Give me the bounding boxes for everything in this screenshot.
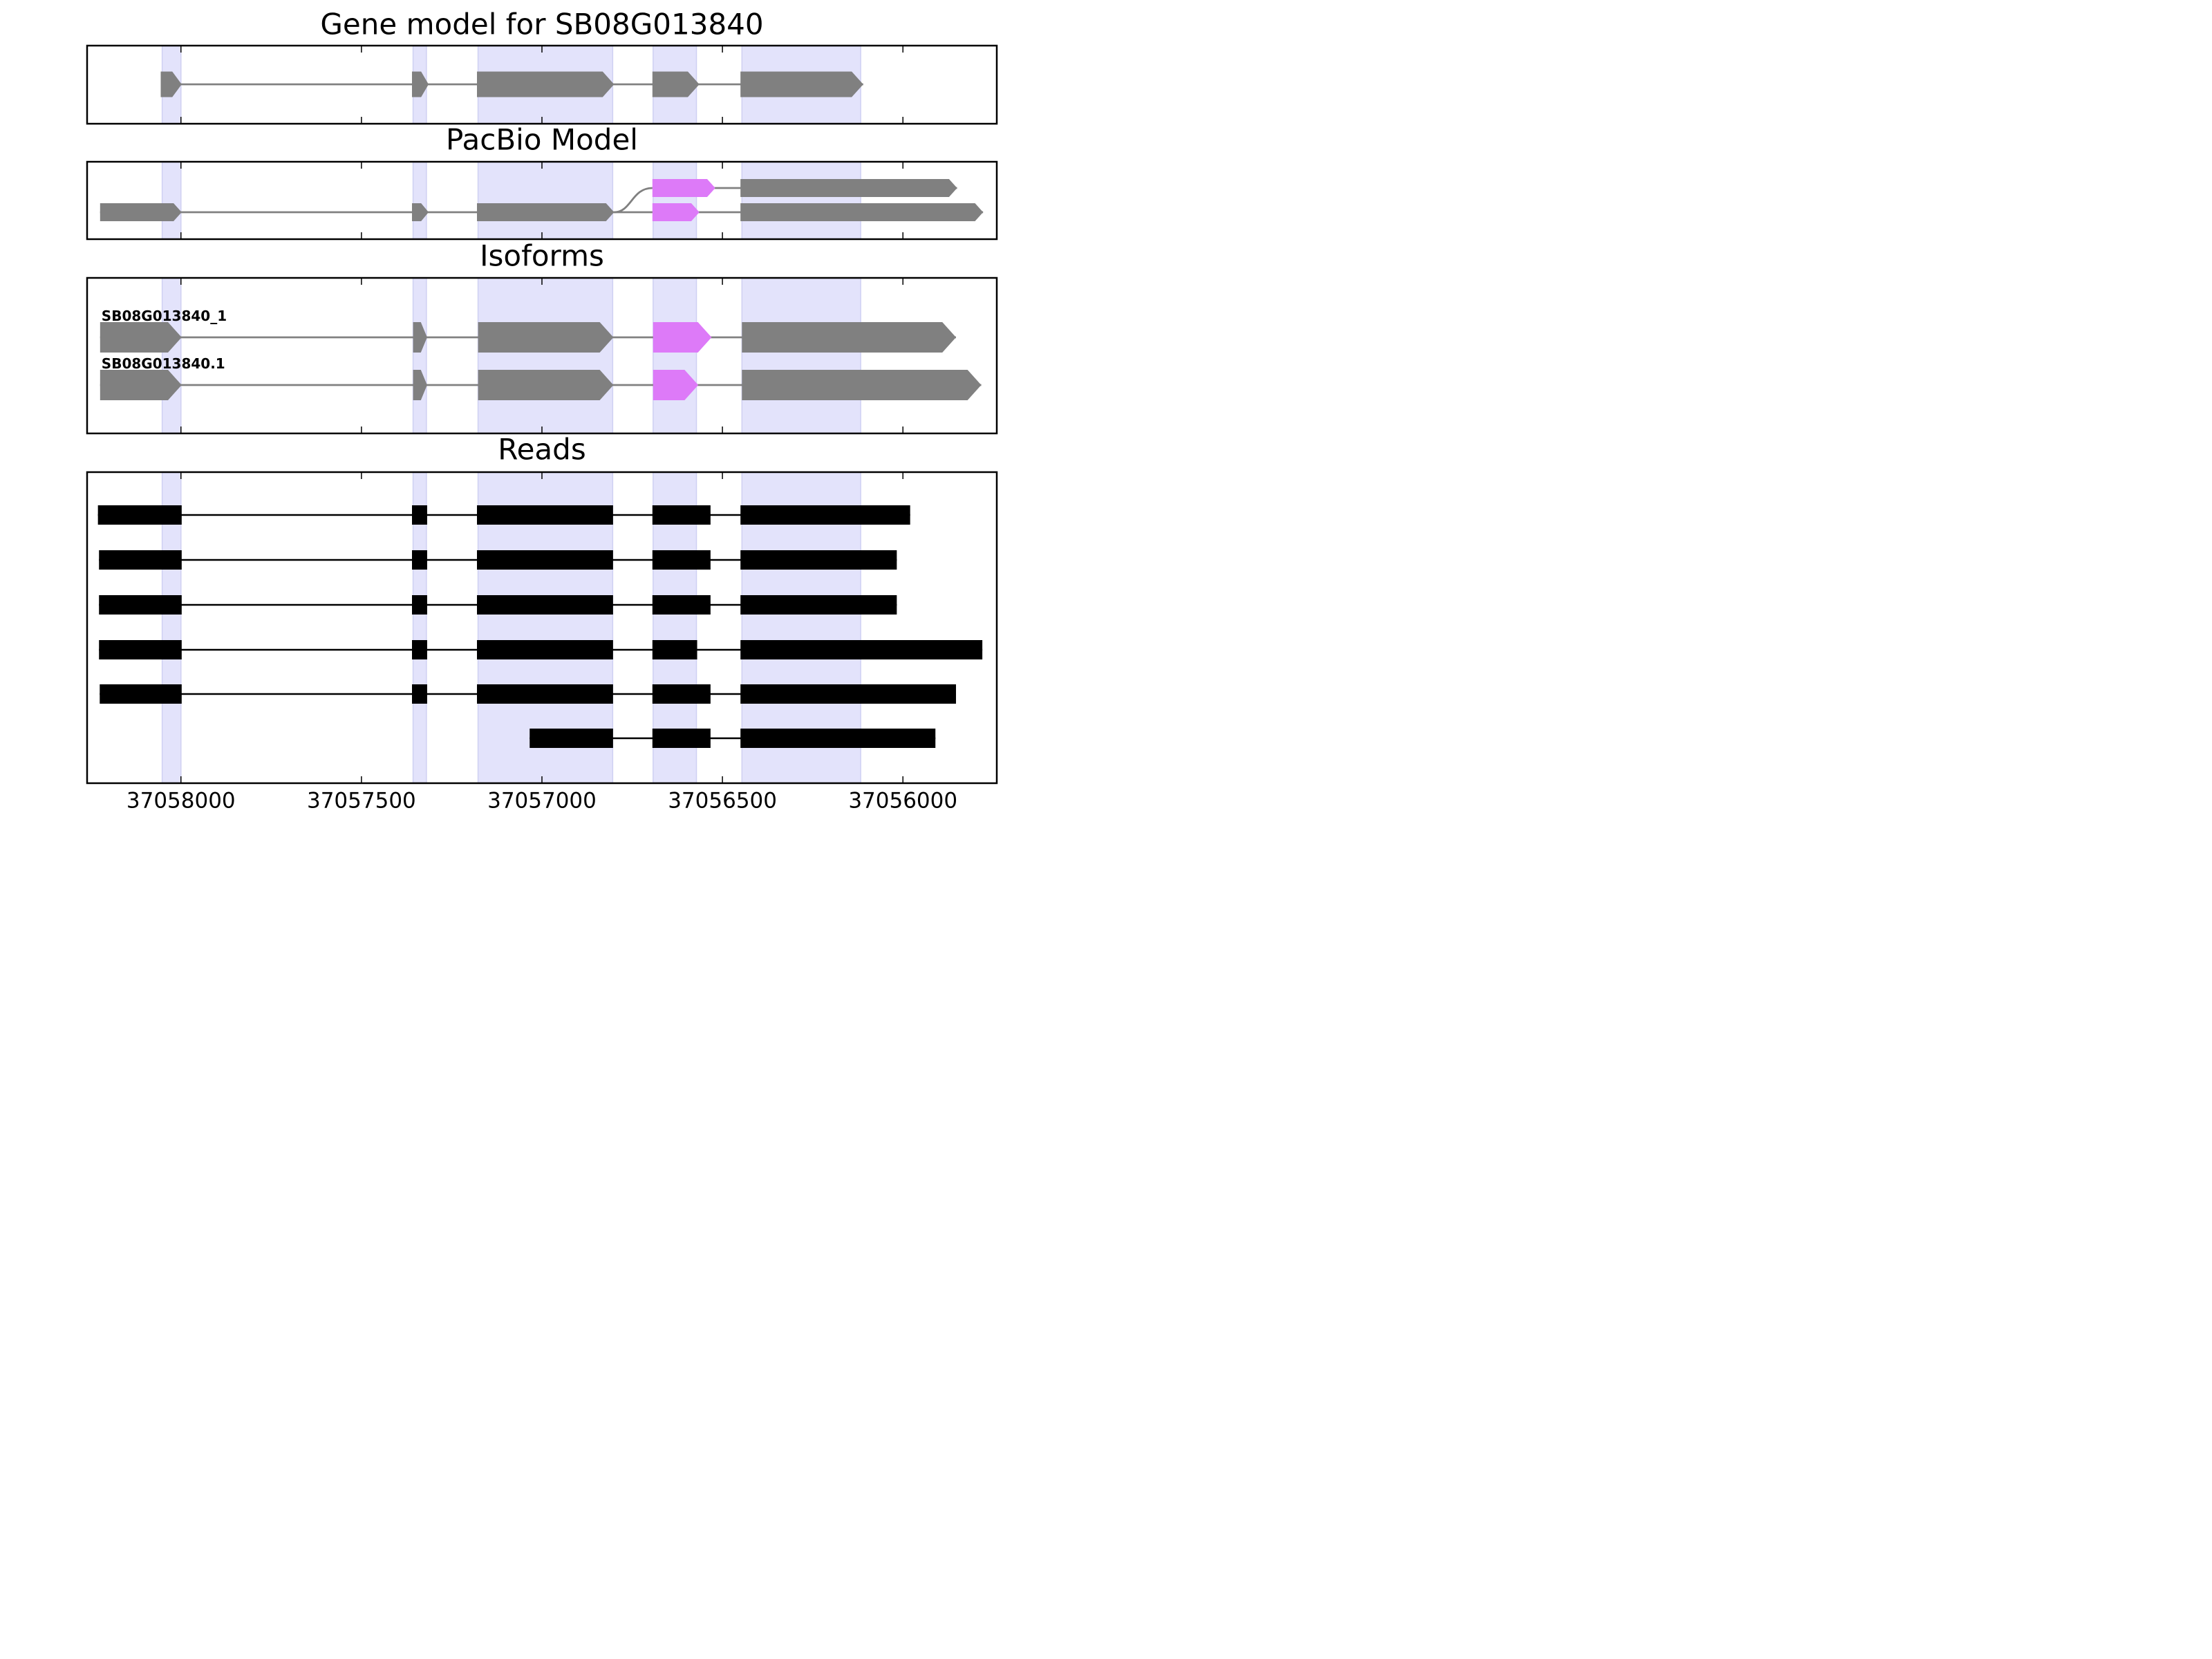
gene-structure-figure: Gene model for SB08G013840 PacBio Model Is… [86,8,998,814]
splice-branch-line [614,187,653,214]
read-block [99,595,182,615]
highlight-band [653,277,697,434]
exon [740,203,984,221]
read-block [97,505,182,525]
exon [413,370,427,400]
exon [413,322,427,353]
read-block [740,684,956,704]
exon [742,370,982,400]
isoform-label: SB08G013840.1 [102,355,225,372]
exon [100,322,182,353]
read-block [412,505,427,525]
exon [412,203,429,221]
highlight-band [412,161,427,240]
read-block [529,729,613,748]
alternative-exon [652,179,715,197]
read-block [99,550,182,570]
read-block [477,640,613,659]
alternative-exon [653,370,699,400]
alternative-exon [653,322,712,353]
read-block [652,729,711,748]
panel-title: Gene model for SB08G013840 [320,8,763,41]
x-tick-label: 37056500 [668,789,777,814]
panel-isoforms: Isoforms SB08G013840_1 SB08G013840.1 [86,239,998,435]
read-track [97,505,910,525]
read-block [652,505,711,525]
read-block [740,550,897,570]
read-block [652,640,697,659]
exon [100,370,182,400]
highlight-band [161,161,182,240]
read-block [412,684,427,704]
exon [478,322,614,353]
read-block [99,640,182,659]
read-track [99,550,897,570]
highlight-band [741,161,861,240]
panel-title: Reads [498,433,585,467]
read-block [740,729,936,748]
isoform-label: SB08G013840_1 [102,308,227,324]
highlight-band [477,161,614,240]
read-block [477,595,613,615]
read-block [477,505,613,525]
highlight-band [412,277,427,434]
read-block [740,505,910,525]
highlight-band [477,277,614,434]
read-track [529,729,936,748]
exon [742,322,956,353]
read-block [652,595,711,615]
highlight-band [161,277,182,434]
read-block [477,684,613,704]
transcript-track [100,203,984,221]
panel-reads: Reads [86,433,998,785]
read-block [412,550,427,570]
exon [478,370,614,400]
read-track [99,640,983,659]
alternative-exon [652,203,700,221]
read-block [740,640,983,659]
x-tick-label: 37056000 [848,789,957,814]
panel-pacbio-model: PacBio Model [86,123,998,241]
panel-gene-model: Gene model for SB08G013840 [86,8,998,125]
panel-title: PacBio Model [446,123,638,157]
exon [160,71,182,97]
read-track [99,595,897,615]
read-block [652,684,711,704]
panel-title: Isoforms [480,239,604,273]
read-track [100,684,956,704]
exon [477,203,615,221]
exon [412,71,429,97]
exon [477,71,615,97]
exon [740,71,863,97]
exon [652,71,700,97]
exon [740,179,957,197]
read-block [412,595,427,615]
highlight-band [741,277,861,434]
transcript-track: SB08G013840_1 [100,308,956,353]
x-tick-label: 37057000 [487,789,597,814]
x-tick-label: 37058000 [126,789,236,814]
read-block [100,684,182,704]
exon [100,203,182,221]
transcript-track: SB08G013840.1 [100,355,982,400]
read-block [412,640,427,659]
x-tick-label: 37057500 [307,789,416,814]
read-block [652,550,711,570]
transcript-track [160,71,863,97]
read-block [477,550,613,570]
read-block [740,595,897,615]
highlight-band [653,161,697,240]
